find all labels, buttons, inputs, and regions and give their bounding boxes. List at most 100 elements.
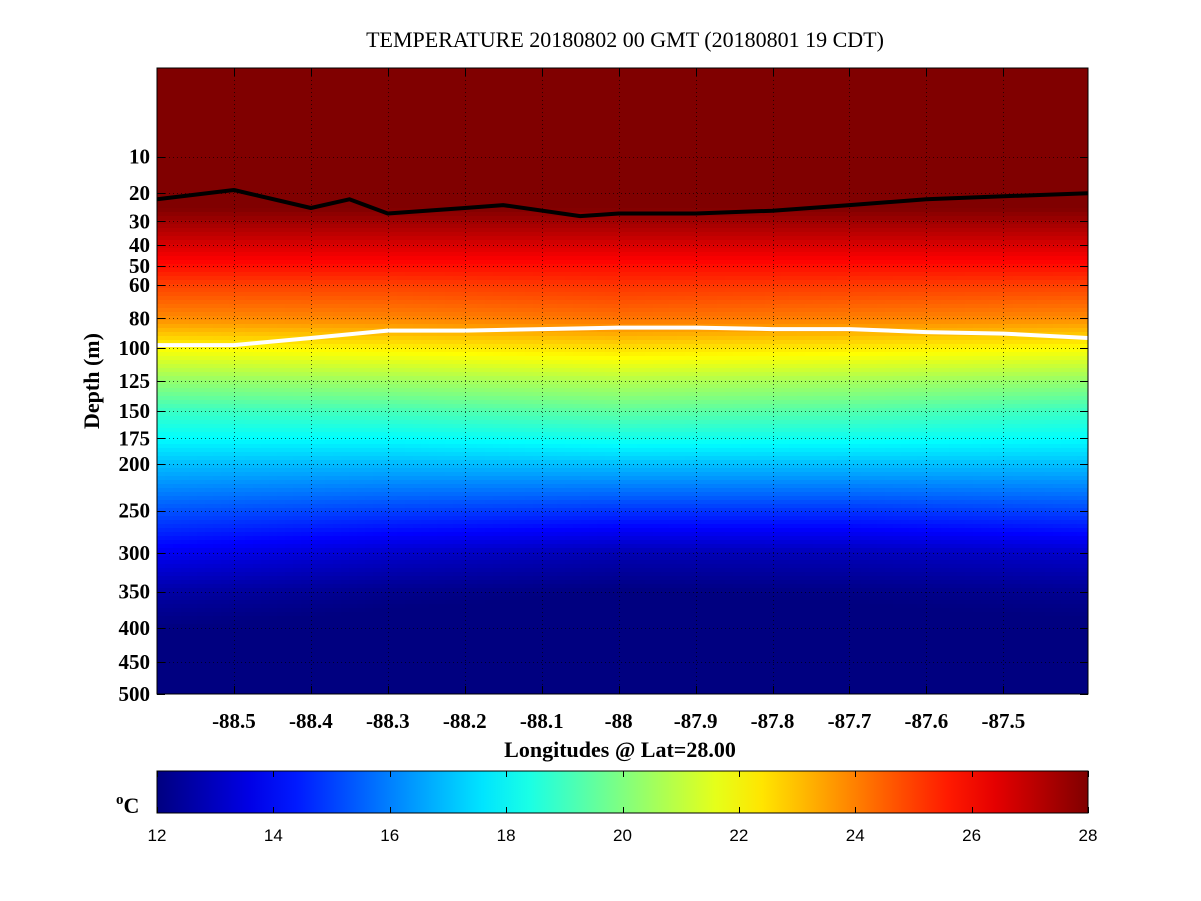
heatmap-cell bbox=[397, 540, 406, 545]
heatmap-cell bbox=[253, 424, 262, 429]
heatmap-cell bbox=[285, 484, 294, 489]
heatmap-cell bbox=[397, 132, 406, 137]
heatmap-cell bbox=[253, 384, 262, 389]
heatmap-cell bbox=[269, 224, 278, 229]
heatmap-cell bbox=[261, 108, 270, 113]
heatmap-cell bbox=[253, 144, 262, 149]
heatmap-cell bbox=[261, 292, 270, 297]
heatmap-cell bbox=[213, 368, 222, 373]
heatmap-cell bbox=[333, 596, 342, 601]
heatmap-cell bbox=[237, 120, 246, 125]
heatmap-cell bbox=[341, 528, 350, 533]
heatmap-cell bbox=[181, 684, 190, 689]
heatmap-cell bbox=[197, 452, 206, 457]
heatmap-cell bbox=[309, 268, 318, 273]
heatmap-cell bbox=[245, 144, 254, 149]
heatmap-cell bbox=[253, 656, 262, 661]
heatmap-cell bbox=[397, 640, 406, 645]
heatmap-cell bbox=[237, 160, 246, 165]
heatmap-cell bbox=[365, 684, 374, 689]
heatmap-cell bbox=[245, 412, 254, 417]
heatmap-cell bbox=[269, 360, 278, 365]
heatmap-cell bbox=[373, 584, 382, 589]
heatmap-cell bbox=[277, 552, 286, 557]
heatmap-cell bbox=[373, 656, 382, 661]
heatmap-cell bbox=[405, 292, 414, 297]
heatmap-cell bbox=[189, 128, 198, 133]
heatmap-cell bbox=[333, 668, 342, 673]
heatmap-cell bbox=[157, 164, 166, 169]
heatmap-cell bbox=[349, 360, 358, 365]
heatmap-cell bbox=[205, 340, 214, 345]
heatmap-cell bbox=[301, 344, 310, 349]
heatmap-cell bbox=[205, 552, 214, 557]
heatmap-cell bbox=[341, 304, 350, 309]
heatmap-cell bbox=[221, 212, 230, 217]
heatmap-cell bbox=[197, 268, 206, 273]
heatmap-cell bbox=[357, 352, 366, 357]
heatmap-cell bbox=[333, 456, 342, 461]
heatmap-cell bbox=[261, 228, 270, 233]
heatmap-cell bbox=[165, 424, 174, 429]
heatmap-cell bbox=[389, 412, 398, 417]
heatmap-cell bbox=[277, 460, 286, 465]
heatmap-cell bbox=[349, 380, 358, 385]
heatmap-cell bbox=[181, 588, 190, 593]
heatmap-cell bbox=[277, 84, 286, 89]
heatmap-cell bbox=[277, 112, 286, 117]
heatmap-cell bbox=[333, 276, 342, 281]
heatmap-cell bbox=[389, 560, 398, 565]
heatmap-cell bbox=[341, 308, 350, 313]
heatmap-cell bbox=[229, 472, 238, 477]
heatmap-cell bbox=[173, 448, 182, 453]
heatmap-cell bbox=[213, 492, 222, 497]
heatmap-cell bbox=[349, 160, 358, 165]
heatmap-cell bbox=[389, 180, 398, 185]
heatmap-cell bbox=[269, 128, 278, 133]
heatmap-cell bbox=[165, 548, 174, 553]
heatmap-cell bbox=[197, 84, 206, 89]
heatmap-cell bbox=[373, 440, 382, 445]
heatmap-cell bbox=[173, 272, 182, 277]
heatmap-cell bbox=[389, 240, 398, 245]
heatmap-cell bbox=[357, 280, 366, 285]
heatmap-cell bbox=[221, 300, 230, 305]
heatmap-cell bbox=[173, 688, 182, 693]
heatmap-cell bbox=[341, 396, 350, 401]
heatmap-cell bbox=[245, 568, 254, 573]
heatmap-cell bbox=[261, 336, 270, 341]
heatmap-cell bbox=[237, 680, 246, 685]
heatmap-cell bbox=[405, 272, 414, 277]
heatmap-cell bbox=[237, 564, 246, 569]
heatmap-cell bbox=[365, 72, 374, 77]
heatmap-cell bbox=[261, 160, 270, 165]
heatmap-cell bbox=[253, 536, 262, 541]
heatmap-cell bbox=[261, 320, 270, 325]
heatmap-cell bbox=[397, 516, 406, 521]
heatmap-cell bbox=[237, 556, 246, 561]
heatmap-cell bbox=[293, 368, 302, 373]
heatmap-cell bbox=[157, 392, 166, 397]
heatmap-cell bbox=[325, 676, 334, 681]
heatmap-cell bbox=[373, 388, 382, 393]
heatmap-cell bbox=[157, 556, 166, 561]
heatmap-cell bbox=[197, 280, 206, 285]
heatmap-cell bbox=[389, 88, 398, 93]
heatmap-cell bbox=[205, 272, 214, 277]
heatmap-cell bbox=[245, 180, 254, 185]
heatmap-cell bbox=[213, 412, 222, 417]
heatmap-cell bbox=[213, 224, 222, 229]
heatmap-cell bbox=[397, 600, 406, 605]
heatmap-cell bbox=[173, 244, 182, 249]
heatmap-cell bbox=[229, 580, 238, 585]
heatmap-cell bbox=[405, 384, 414, 389]
heatmap-cell bbox=[309, 476, 318, 481]
heatmap-cell bbox=[269, 236, 278, 241]
heatmap-cell bbox=[381, 564, 390, 569]
heatmap-cell bbox=[229, 100, 238, 105]
heatmap-cell bbox=[349, 596, 358, 601]
heatmap-cell bbox=[317, 600, 326, 605]
heatmap-cell bbox=[285, 592, 294, 597]
heatmap-cell bbox=[213, 512, 222, 517]
heatmap-cell bbox=[333, 96, 342, 101]
